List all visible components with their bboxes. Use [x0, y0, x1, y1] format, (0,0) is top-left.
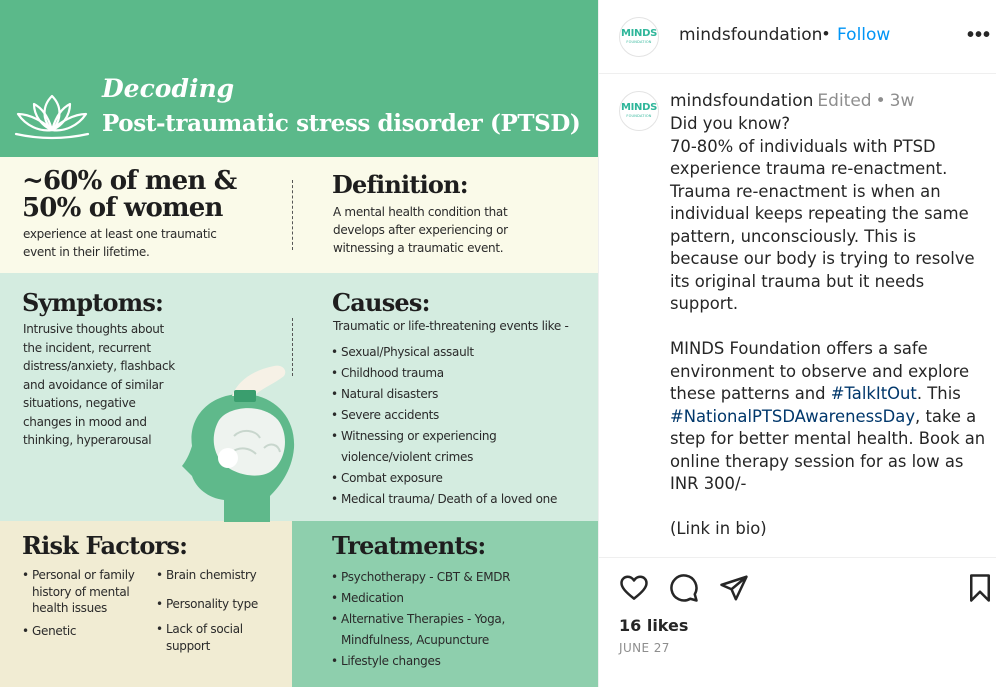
list-item: Sexual/Physical assault [331, 342, 591, 363]
caption-text-part: , take a step for better mental health. … [670, 406, 986, 494]
stat-sub-1: experience at least one traumatic [23, 227, 217, 241]
list-item: Natural disasters [331, 384, 591, 405]
action-bar: 16 likes JUNE 27 [599, 557, 996, 687]
list-item: Lack of social support [156, 621, 288, 654]
list-item: Genetic [22, 623, 157, 640]
heart-icon[interactable] [619, 573, 649, 603]
symptoms-line: thinking, hyperarousal [23, 433, 152, 447]
separator-dot: • [823, 24, 829, 43]
stats-band [0, 157, 598, 273]
list-item: Personality type [156, 596, 288, 613]
hashtag-link[interactable]: #NationalPTSDAwarenessDay [670, 406, 916, 426]
causes-title: Causes: [332, 288, 430, 317]
list-item: Personal or family history of mental hea… [22, 567, 157, 617]
hashtag-link[interactable]: #TalkItOut [830, 384, 917, 403]
post-panel: MINDS FOUNDATION mindsfoundation • Follo… [598, 0, 996, 687]
avatar-sub: FOUNDATION [626, 40, 652, 45]
avatar-text: MINDS [620, 102, 658, 114]
list-item: Alternative Therapies - Yoga, Mindfulnes… [331, 609, 531, 651]
list-item: Medical trauma/ Death of a loved one [331, 489, 591, 510]
symptoms-line: situations, negative [23, 396, 136, 410]
bookmark-icon[interactable] [967, 573, 993, 603]
follow-button[interactable]: Follow [837, 25, 891, 45]
stat-women: 50% of women [22, 193, 223, 223]
edited-label: Edited [817, 91, 872, 111]
list-item: Brain chemistry [156, 567, 288, 584]
symptoms-line: distress/anxiety, flashback [23, 359, 175, 373]
caption-paragraph: MINDS Foundation offers a safe environme… [670, 338, 988, 496]
treatments-title: Treatments: [332, 531, 486, 560]
caption-username[interactable]: mindsfoundation [670, 91, 814, 111]
likes-count[interactable]: 16 likes [619, 616, 689, 635]
symptoms-line: the incident, recurrent [23, 340, 151, 355]
separator-dot: • [875, 91, 886, 111]
avatar[interactable]: MINDS FOUNDATION [619, 17, 659, 57]
risk-title: Risk Factors: [22, 531, 188, 560]
avatar-sub: FOUNDATION [626, 114, 652, 119]
avatar-text: MINDS [620, 28, 658, 40]
header-title: Post-traumatic stress disorder (PTSD) [102, 110, 581, 137]
definition-line: develops after experiencing or [333, 223, 508, 237]
infographic-header: Decoding Post-traumatic stress disorder … [0, 0, 598, 157]
stat-men: ~60% of men & [22, 166, 237, 196]
caption-text-part: . This [916, 384, 961, 403]
divider [292, 318, 293, 376]
caption-area[interactable]: MINDS FOUNDATION mindsfoundation Edited • 3… [599, 75, 996, 557]
list-item: Lifestyle changes [331, 651, 581, 672]
caption-paragraph: 70-80% of individuals with PTSD experien… [670, 136, 975, 314]
list-item: Witnessing or experiencing violence/viol… [331, 426, 511, 468]
symptoms-title: Symptoms: [22, 288, 164, 317]
causes-list: Sexual/Physical assault Childhood trauma… [331, 342, 591, 510]
caption-header: mindsfoundation Edited • 3w [670, 91, 914, 111]
caption-line: (Link in bio) [670, 519, 767, 538]
symptoms-line: and avoidance of similar [23, 377, 164, 392]
caption-time[interactable]: 3w [889, 91, 915, 111]
caption-text: Did you know? 70-80% of individuals with… [670, 113, 988, 557]
head-illustration [182, 365, 295, 522]
list-item: Combat exposure [331, 468, 591, 489]
treatments-list: Psychotherapy - CBT & EMDR Medication Al… [331, 567, 581, 672]
risk-list-1: Personal or family history of mental hea… [22, 567, 157, 639]
header-decoding: Decoding [102, 74, 235, 103]
list-item: Medication [331, 588, 581, 609]
post-date: JUNE 27 [619, 641, 670, 655]
stat-sub-2: event in their lifetime. [23, 245, 150, 259]
caption-line: Did you know? [670, 114, 791, 133]
definition-line: witnessing a traumatic event. [333, 241, 504, 255]
username-link[interactable]: mindsfoundation [679, 25, 823, 45]
divider [292, 180, 293, 250]
post-header: MINDS FOUNDATION mindsfoundation • Follo… [599, 0, 996, 74]
post-image[interactable]: Decoding Post-traumatic stress disorder … [0, 0, 598, 687]
list-item: Severe accidents [331, 405, 591, 426]
lotus-icon [14, 94, 90, 140]
risk-list-2: Brain chemistry Personality type Lack of… [156, 567, 288, 654]
symptoms-line: Intrusive thoughts about [23, 322, 164, 336]
definition-line: A mental health condition that [333, 205, 508, 219]
list-item: Childhood trauma [331, 363, 591, 384]
comment-icon[interactable] [669, 573, 699, 603]
list-item: Psychotherapy - CBT & EMDR [331, 567, 581, 588]
symptoms-text: Intrusive thoughts about the incident, r… [23, 320, 188, 450]
more-horizontal-icon[interactable]: ••• [967, 24, 992, 46]
definition-title: Definition: [332, 170, 469, 199]
causes-intro: Traumatic or life-threatening events lik… [333, 319, 569, 333]
share-icon[interactable] [719, 573, 749, 603]
caption-text-part: MINDS Foundation offers a safe environme… [670, 339, 970, 403]
symptoms-line: changes in mood and [23, 414, 147, 429]
avatar[interactable]: MINDS FOUNDATION [619, 91, 659, 131]
